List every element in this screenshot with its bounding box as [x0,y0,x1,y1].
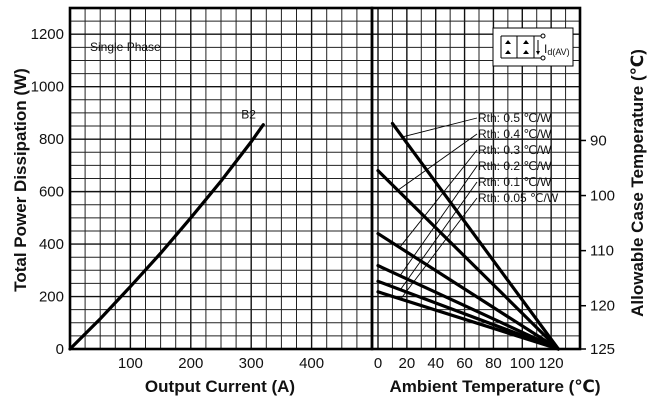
y-tick-label: 1000 [31,79,64,96]
x-tick-label: 200 [178,355,203,372]
y-tick-label: 400 [39,236,64,253]
y-tick-label: 200 [39,289,64,306]
right-y-tick-label: 110 [590,243,614,260]
x-tick-label: 20 [399,355,416,372]
y-tick-label: 800 [39,131,64,148]
series-line-rth-5 [376,290,560,351]
x-tick-label: 100 [510,355,535,372]
x-tick-label: 120 [539,355,564,372]
right-y-tick-label: 90 [590,132,607,149]
series-line-b2 [68,123,265,351]
tick-labels: 0 200 400 600 800 1000 1200 100 200 300 400 0 20 40 60… [31,26,615,372]
x-tick-label: 0 [374,355,382,372]
left-x-axis-title: Output Current (A) [145,377,295,396]
x-tick-label: 40 [427,355,444,372]
rth-label-1: Rth: 0.4 ℃/W [478,127,552,141]
plot-frames [68,6,582,351]
rth-leader-lines: Rth: 0.5 ℃/W Rth: 0.4 ℃/W Rth: 0.3 ℃/W Rth:… [397,111,559,300]
rth-leader-3 [399,165,478,277]
x-tick-label: 100 [118,355,143,372]
right-y-tick-label: 120 [590,298,615,315]
series-line-rth-0 [390,121,560,351]
y-tick-label: 1200 [31,26,64,43]
rth-leader-2 [399,149,478,248]
series-line-rth-1 [376,169,560,351]
rth-label-5: Rth: 0.05 ℃/W [478,191,559,205]
right-y-tick-label: 100 [590,188,615,205]
y-tick-label: 0 [56,341,64,358]
x-tick-label: 400 [299,355,324,372]
circuit-current-label: Id(AV) [544,42,570,57]
right-y-tick-label: 125 [590,341,615,358]
x-tick-label: 300 [239,355,264,372]
right-curves [376,121,560,351]
rth-label-2: Rth: 0.3 ℃/W [478,143,552,157]
left-curves: B2 [68,108,265,351]
rth-leader-4 [399,181,478,290]
rth-label-4: Rth: 0.1 ℃/W [478,175,552,189]
rth-leader-5 [400,197,478,300]
rth-leader-1 [397,133,478,191]
right-y-axis-title: Allowable Case Temperature (℃) [628,49,647,317]
left-y-axis-title: Total Power Dissipation (W) [11,68,30,292]
series-label-b2: B2 [241,108,256,122]
series-line-rth-3 [376,263,560,351]
y-tick-label: 600 [39,184,64,201]
series-line-rth-2 [376,231,560,351]
rth-label-3: Rth: 0.2 ℃/W [478,159,552,173]
rth-leader-0 [402,117,478,138]
single-phase-annotation: Single Phase [90,40,161,54]
bridge-circuit-icon [492,27,574,67]
x-tick-label: 60 [456,355,473,372]
series-line-rth-4 [376,279,560,351]
rth-label-0: Rth: 0.5 ℃/W [478,111,552,125]
x-tick-label: 80 [485,355,502,372]
left-grid [69,7,373,350]
right-plot-frame [370,6,582,351]
right-x-axis-title: Ambient Temperature (℃) [389,377,600,396]
